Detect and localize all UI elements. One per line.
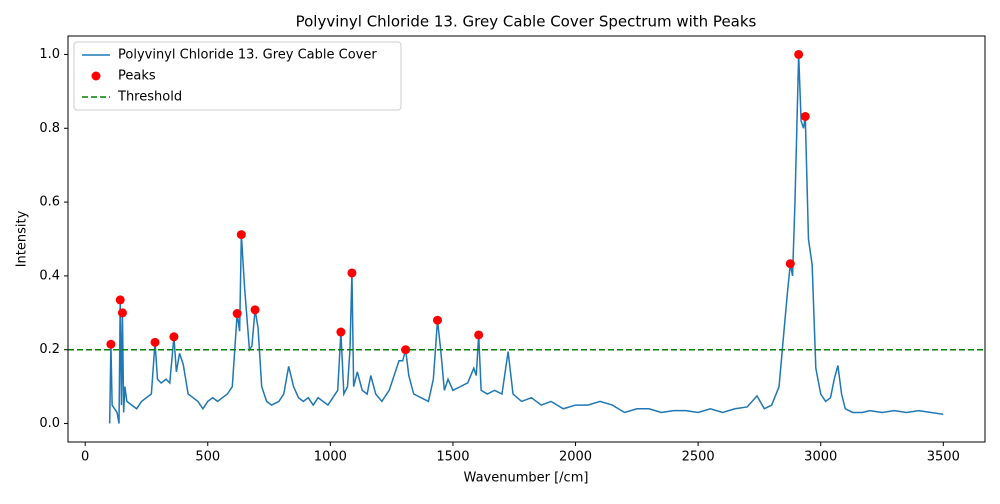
peak-point: [232, 309, 242, 319]
peak-point: [336, 327, 346, 337]
legend-swatch: [91, 71, 101, 81]
y-tick-label: 0.0: [39, 416, 60, 431]
x-tick-label: 2500: [682, 450, 715, 465]
peak-point: [785, 259, 795, 269]
x-tick-label: 3500: [927, 450, 960, 465]
plot-frame: [67, 35, 986, 443]
peak-point: [236, 230, 246, 240]
peak-point: [106, 339, 116, 349]
peak-point: [150, 337, 160, 347]
peak-point: [474, 330, 484, 340]
peak-point: [169, 332, 179, 342]
peak-point: [250, 305, 260, 315]
legend-label: Peaks: [118, 69, 156, 84]
x-tick-label: 3000: [804, 450, 837, 465]
x-tick-label: 2000: [559, 450, 592, 465]
peak-point: [800, 111, 810, 121]
y-tick-label: 0.6: [39, 195, 60, 210]
peak-point: [115, 295, 125, 305]
legend-box: [73, 41, 402, 111]
peak-point: [117, 308, 127, 318]
chart-title: Polyvinyl Chloride 13. Grey Cable Cover …: [296, 13, 757, 31]
x-axis-label: Wavenumber [/cm]: [464, 471, 589, 486]
y-tick-label: 0.2: [39, 342, 60, 357]
y-tick-label: 1.0: [39, 47, 60, 62]
peak-point: [794, 49, 804, 59]
legend-label: Polyvinyl Chloride 13. Grey Cable Cover: [118, 48, 377, 63]
y-tick-label: 0.4: [39, 268, 60, 283]
peak-point: [347, 268, 357, 278]
y-axis-label: Intensity: [15, 210, 30, 267]
x-tick-label: 1500: [436, 450, 469, 465]
x-tick-label: 1000: [314, 450, 347, 465]
legend-label: Threshold: [117, 90, 182, 105]
peak-point: [432, 315, 442, 325]
peak-point: [401, 345, 411, 355]
y-tick-label: 0.8: [39, 121, 60, 136]
x-tick-label: 0: [81, 450, 89, 465]
x-tick-label: 500: [195, 450, 220, 465]
